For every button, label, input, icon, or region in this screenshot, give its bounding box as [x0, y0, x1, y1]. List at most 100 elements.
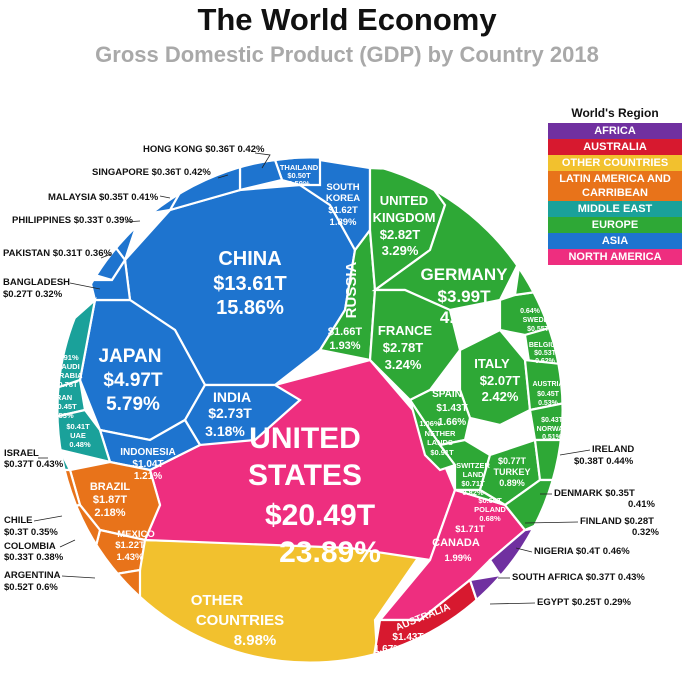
label-ireland-2: $0.38T 0.44% — [574, 456, 634, 467]
cell-norway — [528, 398, 563, 442]
label-italy-2: $2.07T — [480, 373, 521, 388]
label-russia-val-2: 1.93% — [329, 340, 360, 352]
label-japan-3: 5.79% — [106, 394, 160, 415]
label-netherlands-3: LANDS — [427, 438, 453, 447]
label-ireland-1: IRELAND — [592, 444, 634, 455]
label-bangladesh-2: $0.27T 0.32% — [3, 289, 63, 300]
label-bangladesh-1: BANGLADESH — [3, 277, 70, 288]
label-brazil-1: BRAZIL — [90, 481, 131, 493]
label-china-2: $13.61T — [213, 273, 286, 295]
label-italy-3: 2.42% — [482, 389, 519, 404]
label-denmark-1: DENMARK $0.35T — [554, 488, 635, 499]
label-china-1: CHINA — [218, 248, 281, 270]
label-spain-1: SPAIN — [432, 389, 462, 400]
label-indonesia-3: 1.21% — [134, 471, 162, 482]
label-colombia-2: $0.33T 0.38% — [4, 552, 64, 563]
label-colombia-1: COLOMBIA — [4, 541, 56, 552]
label-canada-1: $1.71T — [455, 524, 485, 535]
label-sweden-2: SWEDEN — [523, 317, 554, 324]
label-canada-2: CANADA — [432, 537, 480, 549]
legend-item-asia: ASIA — [548, 233, 682, 249]
label-poland-2: POLAND — [474, 505, 506, 514]
label-other-2: COUNTRIES — [196, 612, 284, 629]
legend-item-other-countries: OTHER COUNTRIES — [548, 155, 682, 171]
label-thailand-3: 0.59% — [288, 179, 310, 188]
label-sweden-3: $0.55T — [527, 326, 550, 333]
label-poland-1: $0.59T — [478, 496, 502, 505]
label-norway-2: NORWAY — [537, 426, 568, 433]
cell-bangladesh — [88, 256, 132, 302]
label-canada-3: 1.99% — [445, 553, 472, 564]
label-denmark-2: 0.41% — [628, 499, 655, 510]
label-israel-1: ISRAEL — [4, 448, 39, 459]
label-mexico-1: MEXICO — [117, 529, 154, 540]
leader-egypt — [489, 602, 536, 605]
label-saudi-3: ARABIA — [53, 371, 83, 380]
label-pakistan: PAKISTAN $0.31T 0.36% — [3, 248, 112, 259]
label-korea-4: 1.89% — [330, 217, 357, 228]
label-korea-1: SOUTH — [326, 182, 359, 193]
leader-philippines — [124, 220, 141, 223]
label-saudi-2: SAUDI — [56, 362, 79, 371]
label-uae-3: 0.48% — [69, 440, 91, 449]
label-turkey-3: 0.89% — [499, 478, 525, 488]
label-saudi-4: 0.78T — [58, 380, 78, 389]
legend-item-africa: AFRICA — [548, 123, 682, 139]
label-turkey-1: $0.77T — [498, 456, 527, 466]
label-israel-2: $0.37T 0.43% — [4, 459, 64, 470]
label-netherlands-2: NETHER — [425, 429, 456, 438]
label-uk-2: KINGDOM — [373, 210, 436, 225]
legend-item-north-america: NORTH AMERICA — [548, 249, 682, 265]
label-indonesia-2: $1.04T — [132, 459, 163, 470]
label-switzerland-4: 0.82% — [462, 488, 484, 497]
label-chile-2: $0.3T 0.35% — [4, 527, 58, 538]
legend-title: World's Region — [571, 106, 659, 120]
label-poland-3: 0.68% — [479, 514, 501, 523]
label-germany-2: $3.99T — [438, 287, 492, 306]
label-uk-1: UNITED — [380, 193, 428, 208]
leader-chile — [33, 515, 63, 522]
label-brazil-3: 2.18% — [94, 507, 125, 519]
label-switzerland-2: LAND — [463, 470, 484, 479]
leader-colombia — [59, 539, 76, 548]
label-switzerland-3: $0.71T — [461, 479, 485, 488]
label-argentina-2: $0.52T 0.6% — [4, 582, 58, 593]
leader-hong-kong — [254, 152, 271, 169]
label-japan-2: $4.97T — [103, 370, 163, 391]
leader-ireland — [559, 449, 591, 456]
label-russia-val-1: $1.66T — [328, 326, 363, 338]
label-italy-1: ITALY — [474, 356, 510, 371]
label-us-1: UNITED — [249, 422, 361, 455]
label-us-2: STATES — [248, 459, 362, 492]
label-mexico-2: $1.22T — [115, 540, 145, 551]
label-finland-1: FINLAND $0.28T — [580, 516, 654, 527]
label-malaysia: MALAYSIA $0.35T 0.41% — [48, 192, 159, 203]
label-norway-3: 0.51% — [542, 434, 563, 441]
label-mexico-3: 1.43% — [117, 552, 144, 563]
label-spain-2: $1.43T — [436, 403, 467, 414]
label-germany-1: GERMANY — [421, 265, 509, 284]
label-uk-3: $2.82T — [380, 227, 421, 242]
label-other-3: 8.98% — [234, 632, 277, 649]
leader-finland — [524, 521, 579, 524]
label-indonesia-1: INDONESIA — [120, 447, 176, 458]
label-russia: RUSSIA — [343, 262, 360, 319]
cell-netherlands — [408, 399, 457, 472]
label-france-1: FRANCE — [378, 323, 432, 338]
label-chile-1: CHILE — [4, 515, 33, 526]
cell-austria — [523, 358, 563, 412]
label-us-3: $20.49T — [265, 499, 375, 532]
label-thailand-1: THAILAND — [280, 163, 319, 172]
leader-singapore — [217, 174, 229, 179]
label-sweden-1: 0.64% — [520, 308, 541, 315]
leader-malaysia — [159, 195, 171, 199]
label-belgium-1: BELGIUM — [529, 342, 561, 349]
label-netherlands-1: 1.06% — [419, 419, 441, 428]
chart-subtitle: Gross Domestic Product (GDP) by Country … — [95, 42, 599, 67]
label-spain-3: 1.66% — [438, 417, 466, 428]
label-saudi-1: 0.91% — [57, 353, 79, 362]
label-netherlands-4: $0.91T — [430, 448, 454, 457]
label-austria-1: AUSTRIA — [532, 381, 563, 388]
label-egypt: EGYPT $0.25T 0.29% — [537, 597, 632, 608]
label-brazil-2: $1.87T — [93, 494, 128, 506]
